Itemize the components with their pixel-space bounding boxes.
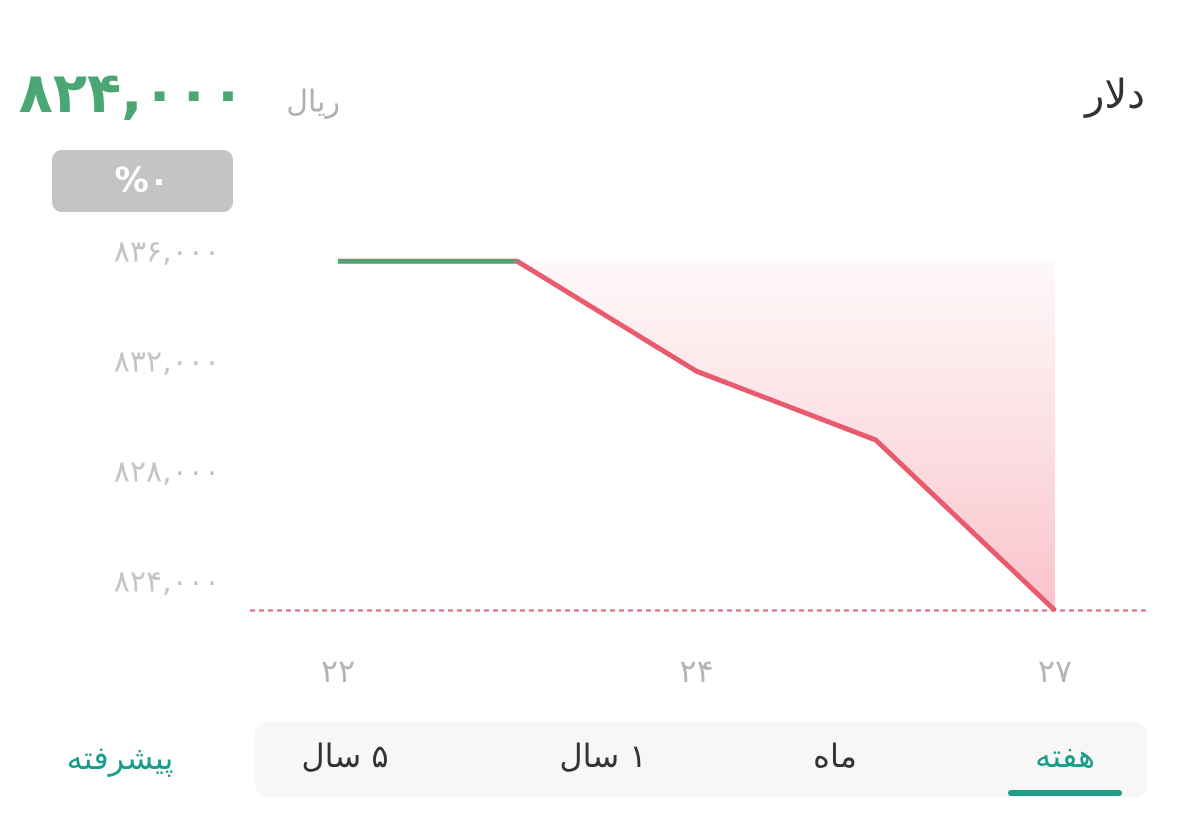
change-badge: [52, 150, 233, 212]
x-tick-label: ۲۷: [1038, 652, 1072, 690]
tab[interactable]: ۱ سال: [559, 737, 646, 775]
tab[interactable]: ماه: [813, 737, 857, 775]
advanced-button[interactable]: پیشرفته: [67, 739, 174, 777]
y-tick-label: ۸۳۶,۰۰۰: [114, 235, 220, 270]
y-tick-label: ۸۲۸,۰۰۰: [114, 455, 220, 490]
tab-underline: [1008, 790, 1122, 796]
tab-bar: [255, 722, 1147, 797]
unit: ریال: [286, 85, 340, 120]
x-tick-label: ۲۲: [321, 652, 355, 690]
price: ۸۲۴,۰۰۰: [19, 61, 245, 126]
tab[interactable]: هفته: [1035, 737, 1095, 775]
tab[interactable]: ۵ سال: [301, 737, 388, 775]
title: دلار: [1083, 72, 1145, 118]
y-tick-label: ۸۳۲,۰۰۰: [114, 345, 220, 380]
y-tick-label: ۸۲۴,۰۰۰: [114, 565, 220, 600]
change: %۰: [115, 161, 170, 201]
x-tick-label: ۲۴: [679, 652, 713, 690]
area-fill: [338, 261, 1055, 611]
